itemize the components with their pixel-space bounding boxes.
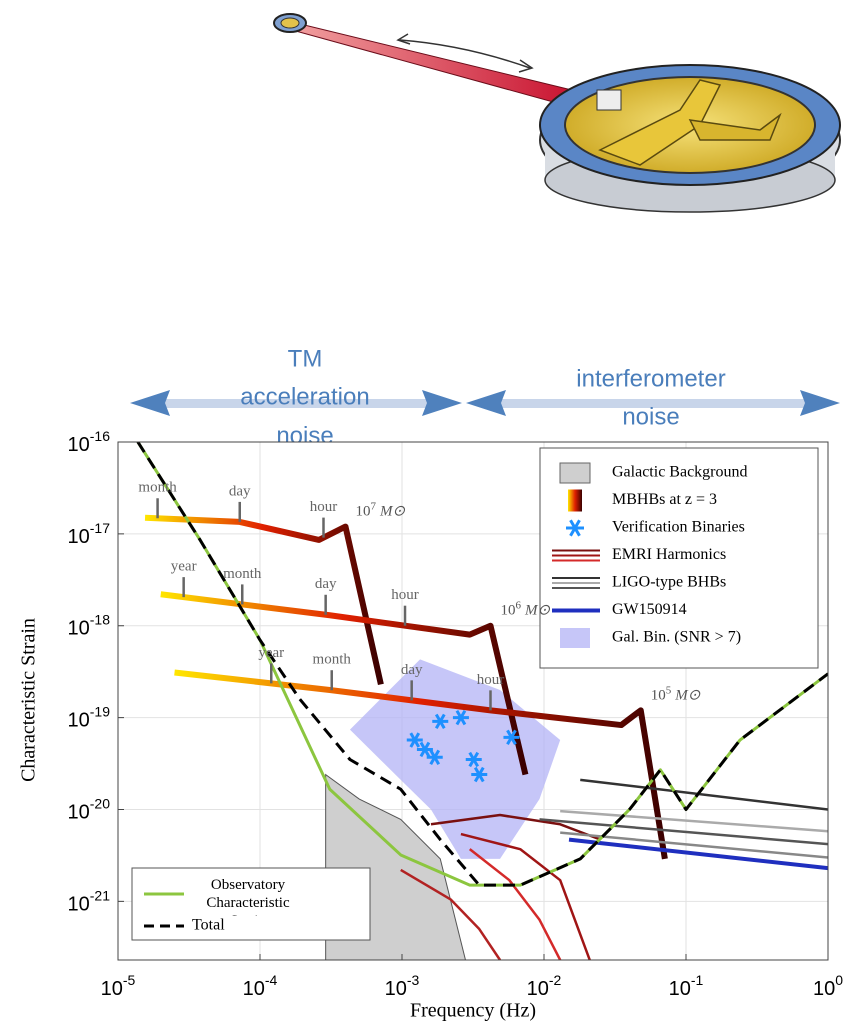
legend-swatch bbox=[560, 463, 590, 483]
legend-label: LIGO-type BHBs bbox=[612, 574, 726, 591]
legend-swatch bbox=[560, 628, 590, 648]
x-tick-label: 10-2 bbox=[527, 972, 562, 1001]
x-tick-label: 10-5 bbox=[101, 972, 136, 1001]
x-tick-label: 10-4 bbox=[243, 972, 278, 1001]
y-tick-label: 10-20 bbox=[68, 795, 111, 824]
legend-label: Gal. Bin. (SNR > 7) bbox=[612, 629, 741, 646]
x-tick-label: 10-3 bbox=[385, 972, 420, 1001]
legend-label: EMRI Harmonics bbox=[612, 546, 726, 563]
time-label: day bbox=[401, 662, 423, 678]
legend-label: Observatory Characteristic Strain bbox=[188, 876, 308, 916]
illustration bbox=[274, 14, 840, 212]
y-axis-label: Characteristic Strain bbox=[18, 618, 40, 782]
time-label: year bbox=[258, 645, 284, 661]
legend-entry: Observatory Characteristic Strain bbox=[188, 876, 363, 916]
legend-label: Galactic Background bbox=[612, 464, 748, 481]
time-label: year bbox=[171, 559, 197, 575]
x-tick-label: 10-1 bbox=[669, 972, 704, 1001]
time-label: hour bbox=[310, 499, 338, 515]
y-tick-label: 10-17 bbox=[68, 520, 111, 549]
time-label: month bbox=[313, 652, 352, 668]
time-label: day bbox=[229, 483, 251, 499]
y-tick-label: 10-19 bbox=[68, 703, 111, 732]
annotation: TM bbox=[288, 345, 323, 372]
page: TM acceleration noise interferometer noi… bbox=[0, 0, 862, 1026]
time-label: month bbox=[223, 566, 262, 582]
x-tick-label: 100 bbox=[813, 972, 843, 1001]
legend-label: Total bbox=[192, 917, 225, 934]
legend-swatch bbox=[568, 490, 582, 512]
noise-arrows bbox=[130, 390, 840, 416]
legend-label: MBHBs at z = 3 bbox=[612, 491, 717, 508]
annotation: acceleration bbox=[240, 383, 369, 410]
legend-label: Verification Binaries bbox=[612, 519, 745, 536]
time-label: day bbox=[315, 576, 337, 592]
time-label: hour bbox=[391, 587, 419, 603]
time-label: hour bbox=[477, 672, 505, 688]
figure: TM acceleration noise interferometer noi… bbox=[0, 0, 862, 1026]
y-tick-label: 10-21 bbox=[68, 887, 111, 916]
legend-label: GW150914 bbox=[612, 601, 687, 618]
y-tick-label: 10-18 bbox=[68, 611, 111, 640]
annotation: noise bbox=[622, 403, 679, 430]
time-label: month bbox=[138, 480, 177, 496]
x-axis-label: Frequency (Hz) bbox=[410, 1000, 536, 1022]
y-tick-label: 10-16 bbox=[68, 428, 111, 457]
annotation: interferometer bbox=[576, 365, 725, 392]
